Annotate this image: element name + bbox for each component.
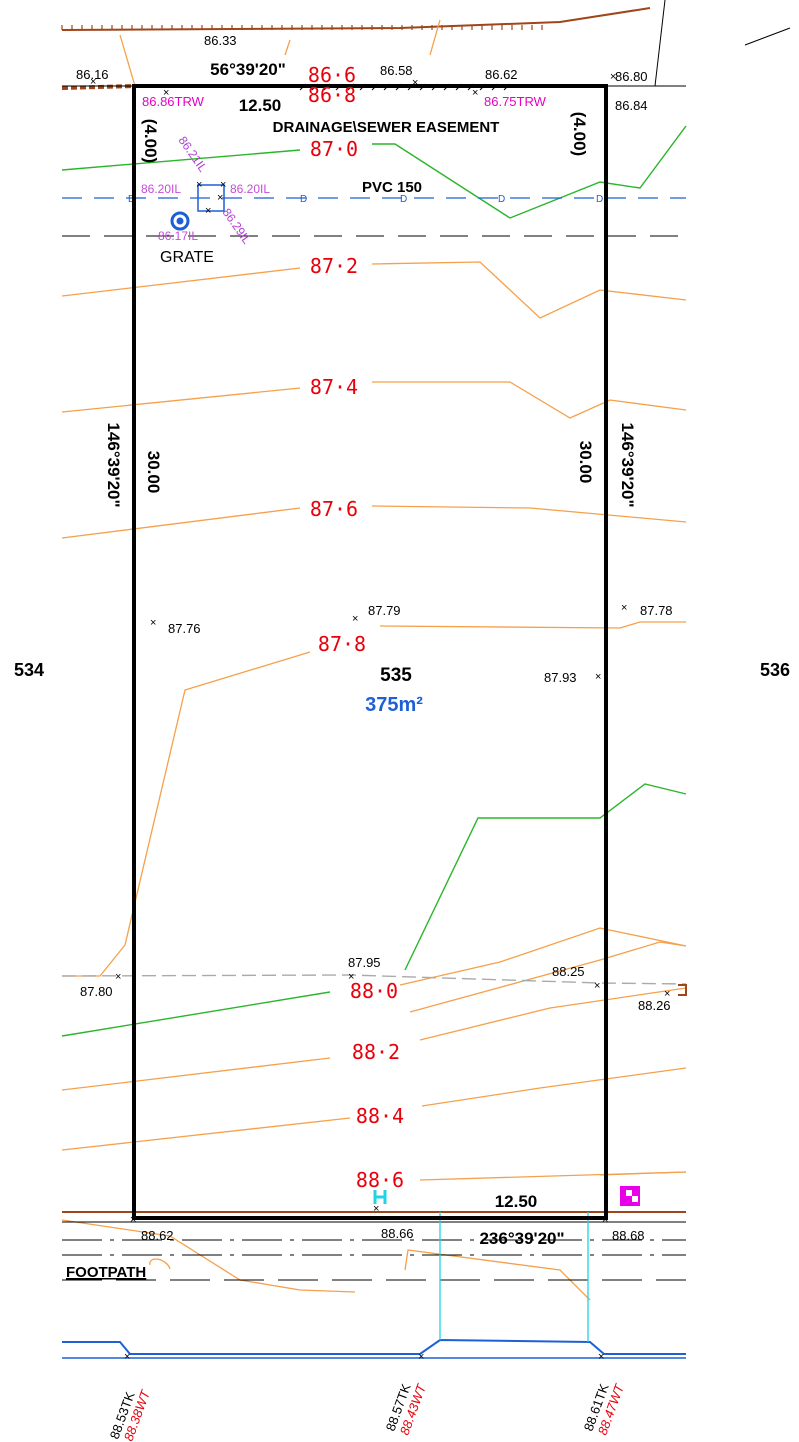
spot-level: 88.62 <box>141 1228 174 1243</box>
pit-il-bl: 86.17IL <box>158 229 198 243</box>
svg-text:×: × <box>196 179 202 191</box>
spot-level: 87.79 <box>368 603 401 618</box>
contour-label: 87·4 <box>310 375 358 399</box>
svg-text:×: × <box>124 1351 130 1363</box>
pit-il-br: 86.29IL <box>220 206 255 247</box>
spot-level: 86.80 <box>615 69 648 84</box>
contour-label: 86·8 <box>308 83 356 107</box>
svg-text:×: × <box>115 971 121 983</box>
grate-label: GRATE <box>160 249 214 266</box>
svg-text:D: D <box>596 194 603 205</box>
svg-text:×: × <box>130 1214 136 1226</box>
svg-text:D: D <box>300 194 307 205</box>
pit-il-left: 86.20IL <box>141 182 181 196</box>
contour-label: 87·0 <box>310 137 358 161</box>
svg-text:×: × <box>205 205 211 217</box>
lot-center: 535 <box>380 665 412 686</box>
dim-left: 30.00 <box>144 451 163 494</box>
spot-level: 86.58 <box>380 63 413 78</box>
trw-right: 86.75TRW <box>484 94 547 109</box>
svg-text:×: × <box>373 1203 379 1215</box>
spot-level: 86.84 <box>615 98 648 113</box>
easement-width-right: (4.00) <box>570 112 589 156</box>
spot-level: 87.80 <box>80 984 113 999</box>
spot-level: 88.26 <box>638 998 671 1013</box>
contour-label: 88·4 <box>356 1104 404 1128</box>
spot-level: 87.95 <box>348 955 381 970</box>
svg-text:×: × <box>150 617 156 629</box>
pit-il-top: 86.21IL <box>176 134 211 175</box>
dim-right: 30.00 <box>576 441 595 484</box>
major-contours <box>62 126 686 1036</box>
bearing-left: 146°39'20" <box>104 422 123 507</box>
dim-bottom: 12.50 <box>495 1192 538 1211</box>
svg-text:×: × <box>602 1214 608 1226</box>
lot-right: 536 <box>760 660 790 680</box>
svg-text:×: × <box>598 1351 604 1363</box>
spot-level: 88.68 <box>612 1228 645 1243</box>
svg-text:×: × <box>418 1351 424 1363</box>
lot-left: 534 <box>14 660 44 680</box>
trw-left: 86.86TRW <box>142 94 205 109</box>
contour-label: 88·2 <box>352 1040 400 1064</box>
spot-level: 86.62 <box>485 67 518 82</box>
spot-level: 87.78 <box>640 603 673 618</box>
spot-level: 87.76 <box>168 621 201 636</box>
kerb-levels: 88.53TK 88.38WT 88.57TK 88.43WT 88.61TK … <box>107 1381 627 1442</box>
svg-text:D: D <box>498 194 505 205</box>
svg-text:×: × <box>352 613 358 625</box>
bearing-bottom: 236°39'20" <box>479 1229 564 1248</box>
spot-level: 87.93 <box>544 670 577 685</box>
easement-title: DRAINAGE\SEWER EASEMENT <box>273 119 500 136</box>
svg-text:×: × <box>217 192 223 204</box>
spot-level: 88.66 <box>381 1226 414 1241</box>
footpath-label: FOOTPATH <box>66 1264 146 1281</box>
easement-width-left: (4.00) <box>141 119 160 163</box>
contour-labels: 86·6 86·8 87·0 87·2 87·4 87·6 87·8 88·0 … <box>308 63 404 1192</box>
contour-label: 87·6 <box>310 497 358 521</box>
spot-level: 86.16 <box>76 67 109 82</box>
svg-text:×: × <box>472 87 478 99</box>
svg-text:×: × <box>595 671 601 683</box>
pit-il-right: 86.20IL <box>230 182 270 196</box>
spot-level: 86.33 <box>204 33 237 48</box>
contour-label: 87·8 <box>318 632 366 656</box>
svg-text:×: × <box>412 77 418 89</box>
road-lines-top <box>62 0 790 86</box>
svg-text:×: × <box>621 602 627 614</box>
bearing-top: 56°39'20" <box>210 60 286 79</box>
svg-text:×: × <box>220 179 226 191</box>
spot-level: 88.25 <box>552 964 585 979</box>
dim-top: 12.50 <box>239 96 282 115</box>
contour-label: 88·6 <box>356 1168 404 1192</box>
pipe-label: PVC 150 <box>362 179 422 196</box>
contour-label: 87·2 <box>310 254 358 278</box>
bearing-right: 146°39'20" <box>618 422 637 507</box>
contour-label: 88·0 <box>350 979 398 1003</box>
svg-text:×: × <box>594 980 600 992</box>
lot-area: 375m² <box>365 694 423 716</box>
